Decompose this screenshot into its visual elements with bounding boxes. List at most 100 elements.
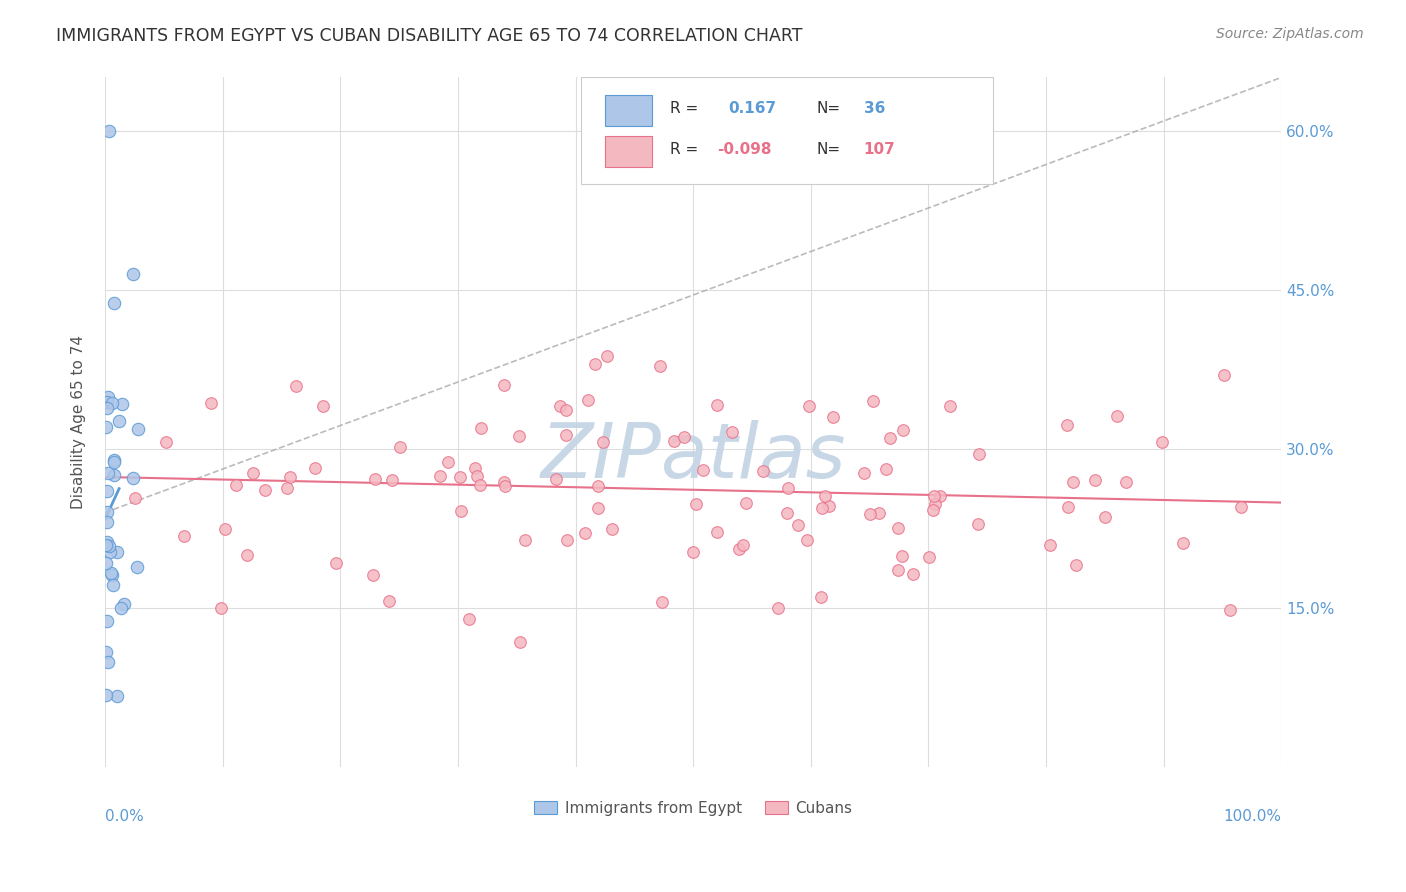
- Point: [124, 491, 146, 505]
- Y-axis label: Disability Age 65 to 74: Disability Age 65 to 74: [72, 335, 86, 509]
- Point: [449, 470, 471, 484]
- Point: [173, 529, 195, 543]
- Point: [100, 566, 122, 581]
- Point: [97, 390, 120, 404]
- Point: [1094, 509, 1116, 524]
- Point: [103, 467, 125, 482]
- Point: [363, 472, 385, 486]
- Point: [96, 484, 118, 499]
- Point: [94, 556, 117, 570]
- Point: [122, 471, 145, 485]
- Point: [94, 644, 117, 658]
- Point: [103, 453, 125, 467]
- Point: [388, 440, 411, 454]
- Point: [796, 533, 818, 547]
- Point: [852, 466, 875, 480]
- Point: [731, 538, 754, 552]
- Point: [101, 396, 124, 410]
- Point: [515, 533, 537, 547]
- Point: [155, 434, 177, 449]
- Point: [810, 591, 832, 605]
- Point: [429, 469, 451, 483]
- Text: N=: N=: [817, 143, 841, 157]
- Point: [304, 460, 326, 475]
- Point: [98, 539, 121, 553]
- Point: [574, 526, 596, 541]
- Point: [875, 462, 897, 476]
- Text: R =: R =: [669, 101, 697, 116]
- Point: [96, 534, 118, 549]
- Point: [786, 518, 808, 533]
- Point: [98, 544, 121, 558]
- Point: [548, 399, 571, 413]
- Point: [588, 500, 610, 515]
- Point: [450, 504, 472, 518]
- Point: [555, 403, 578, 417]
- Point: [103, 296, 125, 310]
- Point: [879, 430, 901, 444]
- Text: 0.167: 0.167: [728, 101, 776, 116]
- Point: [823, 410, 845, 425]
- Point: [1105, 409, 1128, 423]
- Point: [672, 430, 695, 444]
- Point: [464, 461, 486, 475]
- Point: [778, 481, 800, 495]
- Point: [96, 394, 118, 409]
- Legend: Immigrants from Egypt, Cubans: Immigrants from Egypt, Cubans: [529, 795, 859, 822]
- Point: [811, 501, 834, 516]
- Point: [96, 505, 118, 519]
- Point: [721, 425, 744, 439]
- Point: [200, 395, 222, 409]
- Point: [285, 379, 308, 393]
- Point: [1171, 536, 1194, 550]
- Point: [922, 489, 945, 503]
- Point: [797, 399, 820, 413]
- Point: [98, 123, 121, 137]
- Point: [600, 522, 623, 536]
- Point: [734, 496, 756, 510]
- Text: R =: R =: [669, 143, 697, 157]
- Point: [253, 483, 276, 497]
- Point: [818, 499, 841, 513]
- Point: [648, 359, 671, 373]
- Point: [209, 601, 232, 615]
- Point: [112, 598, 135, 612]
- Point: [437, 455, 460, 469]
- Point: [929, 489, 952, 503]
- Point: [939, 400, 962, 414]
- Point: [325, 556, 347, 570]
- Point: [103, 578, 125, 592]
- Point: [918, 550, 941, 565]
- Point: [1230, 500, 1253, 515]
- Point: [1219, 603, 1241, 617]
- Point: [1213, 368, 1236, 382]
- Point: [470, 478, 492, 492]
- FancyBboxPatch shape: [582, 78, 993, 185]
- Point: [96, 689, 118, 703]
- Point: [276, 481, 298, 495]
- Text: 0.0%: 0.0%: [105, 809, 143, 823]
- Point: [103, 455, 125, 469]
- Point: [378, 594, 401, 608]
- Point: [1115, 475, 1137, 490]
- Text: N=: N=: [817, 101, 841, 116]
- Point: [752, 464, 775, 478]
- Point: [361, 568, 384, 582]
- Point: [381, 473, 404, 487]
- Text: Source: ZipAtlas.com: Source: ZipAtlas.com: [1216, 27, 1364, 41]
- Point: [1056, 418, 1078, 433]
- Point: [111, 396, 134, 410]
- Point: [544, 472, 567, 486]
- Point: [576, 392, 599, 407]
- Point: [97, 467, 120, 481]
- Point: [236, 548, 259, 562]
- Point: [94, 419, 117, 434]
- Point: [96, 401, 118, 416]
- Point: [470, 420, 492, 434]
- Point: [509, 635, 531, 649]
- Point: [94, 538, 117, 552]
- Point: [1039, 538, 1062, 552]
- Point: [214, 522, 236, 536]
- Point: [110, 601, 132, 615]
- Point: [595, 350, 617, 364]
